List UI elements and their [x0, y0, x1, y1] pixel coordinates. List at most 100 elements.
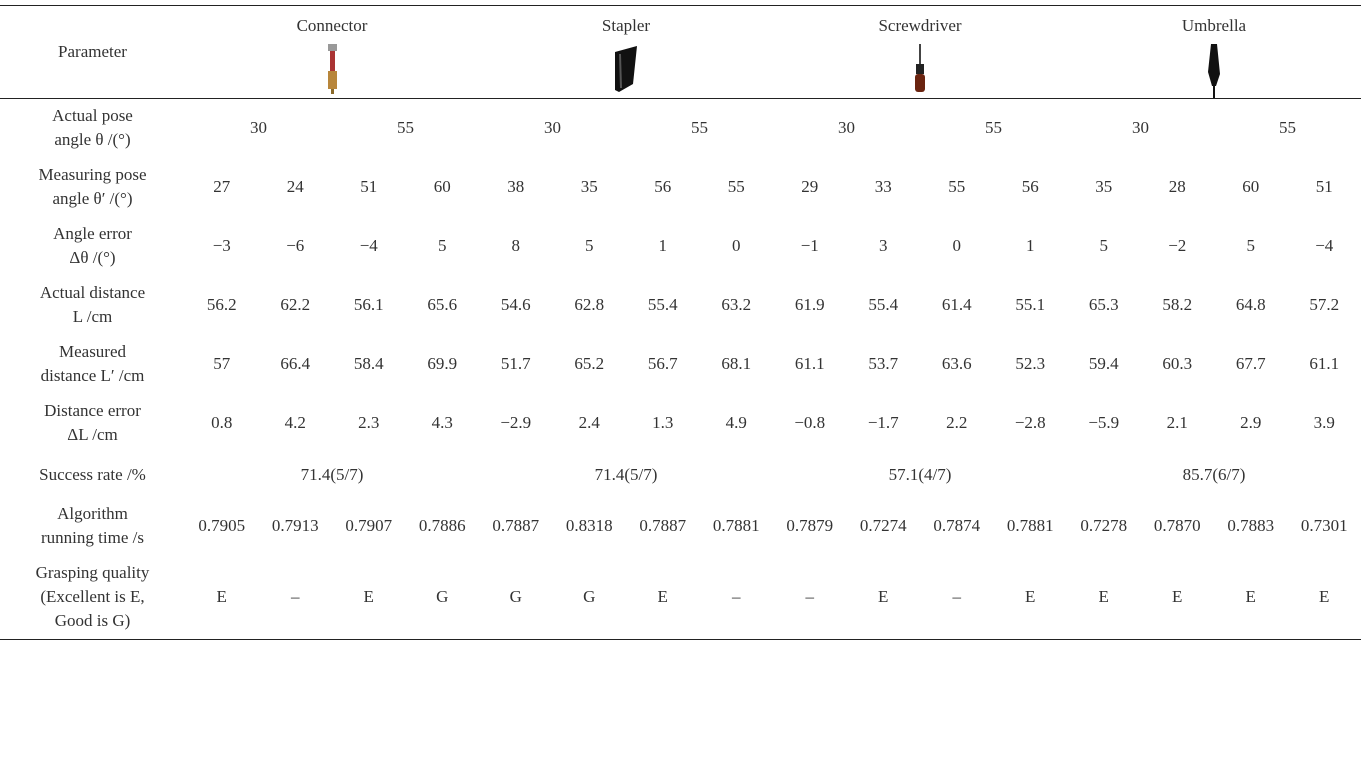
data-cell: 27 [185, 158, 259, 217]
data-cell: 60 [406, 158, 480, 217]
data-cell: 1.3 [626, 394, 700, 453]
data-cell: 85.7(6/7) [1067, 453, 1361, 497]
data-cell: 30 [479, 99, 626, 158]
data-cell: 55 [626, 99, 773, 158]
data-cell: 71.4(5/7) [185, 453, 479, 497]
data-cell: 8 [479, 217, 553, 276]
data-cell: 51 [332, 158, 406, 217]
page: Parameter Connector Stapler Screwdriver … [0, 0, 1361, 783]
row-label-line: distance L′ /cm [0, 364, 185, 388]
data-cell: 58.4 [332, 335, 406, 394]
data-cell: 55 [332, 99, 479, 158]
data-cell: E [185, 556, 259, 640]
data-cell: E [332, 556, 406, 640]
data-cell: 63.6 [920, 335, 994, 394]
data-cell: 64.8 [1214, 276, 1288, 335]
object-name: Screwdriver [773, 14, 1067, 38]
data-cell: E [994, 556, 1068, 640]
data-cell: 0 [700, 217, 774, 276]
data-cell: 67.7 [1214, 335, 1288, 394]
object-header: Stapler [479, 6, 773, 99]
data-cell: 29 [773, 158, 847, 217]
data-cell: G [406, 556, 480, 640]
data-cell: −2.9 [479, 394, 553, 453]
data-cell: 5 [406, 217, 480, 276]
data-cell: −0.8 [773, 394, 847, 453]
data-cell: 5 [1214, 217, 1288, 276]
data-cell: 61.1 [1288, 335, 1361, 394]
data-cell: – [920, 556, 994, 640]
data-cell: 0.7301 [1288, 497, 1361, 556]
data-cell: 0.8 [185, 394, 259, 453]
data-cell: 2.3 [332, 394, 406, 453]
data-cell: – [259, 556, 333, 640]
row-label-line: angle θ′ /(°) [0, 187, 185, 211]
data-cell: 54.6 [479, 276, 553, 335]
data-cell: 0.7913 [259, 497, 333, 556]
data-cell: E [626, 556, 700, 640]
data-cell: 69.9 [406, 335, 480, 394]
data-cell: 56.2 [185, 276, 259, 335]
data-cell: E [1067, 556, 1141, 640]
stapler-icon [611, 44, 641, 94]
row-label-line: running time /s [0, 526, 185, 550]
data-cell: 0.7278 [1067, 497, 1141, 556]
data-cell: 0.7881 [700, 497, 774, 556]
row-label-line: Actual pose [0, 104, 185, 128]
data-cell: 62.2 [259, 276, 333, 335]
data-cell: 0.7886 [406, 497, 480, 556]
table-row: Grasping quality(Excellent is E,Good is … [0, 556, 1361, 640]
data-cell: 56.1 [332, 276, 406, 335]
data-cell: 57 [185, 335, 259, 394]
header-cell: Parameter [0, 6, 185, 99]
data-cell: 51 [1288, 158, 1361, 217]
row-label-line: Δθ /(°) [0, 246, 185, 270]
data-cell: 0.7874 [920, 497, 994, 556]
data-cell: 2.2 [920, 394, 994, 453]
data-cell: E [1288, 556, 1361, 640]
data-cell: 55.4 [847, 276, 921, 335]
data-cell: 0.7905 [185, 497, 259, 556]
data-cell: – [773, 556, 847, 640]
data-cell: −1.7 [847, 394, 921, 453]
data-cell: 30 [773, 99, 920, 158]
row-label-line: Measuring pose [0, 163, 185, 187]
data-cell: −1 [773, 217, 847, 276]
data-cell: 24 [259, 158, 333, 217]
data-cell: 33 [847, 158, 921, 217]
data-cell: 55 [920, 158, 994, 217]
data-cell: 1 [994, 217, 1068, 276]
data-cell: 2.1 [1141, 394, 1215, 453]
row-label-line: L /cm [0, 305, 185, 329]
data-cell: 61.9 [773, 276, 847, 335]
data-cell: 61.1 [773, 335, 847, 394]
connector-icon [322, 44, 342, 94]
data-cell: 0.7887 [479, 497, 553, 556]
data-cell: 65.3 [1067, 276, 1141, 335]
data-cell: 38 [479, 158, 553, 217]
data-cell: 4.9 [700, 394, 774, 453]
header-row: Parameter Connector Stapler Screwdriver … [0, 6, 1361, 99]
row-label-line: ΔL /cm [0, 423, 185, 447]
data-cell: 0.7870 [1141, 497, 1215, 556]
data-cell: 56.7 [626, 335, 700, 394]
data-cell: E [1214, 556, 1288, 640]
row-label: Success rate /% [0, 453, 185, 497]
object-name: Connector [185, 14, 479, 38]
data-cell: 68.1 [700, 335, 774, 394]
data-cell: 0.7881 [994, 497, 1068, 556]
data-cell: 53.7 [847, 335, 921, 394]
data-cell: 61.4 [920, 276, 994, 335]
data-cell: 0.7907 [332, 497, 406, 556]
table-row: Success rate /%71.4(5/7)71.4(5/7)57.1(4/… [0, 453, 1361, 497]
data-cell: G [479, 556, 553, 640]
data-cell: 0.7887 [626, 497, 700, 556]
data-cell: −2 [1141, 217, 1215, 276]
